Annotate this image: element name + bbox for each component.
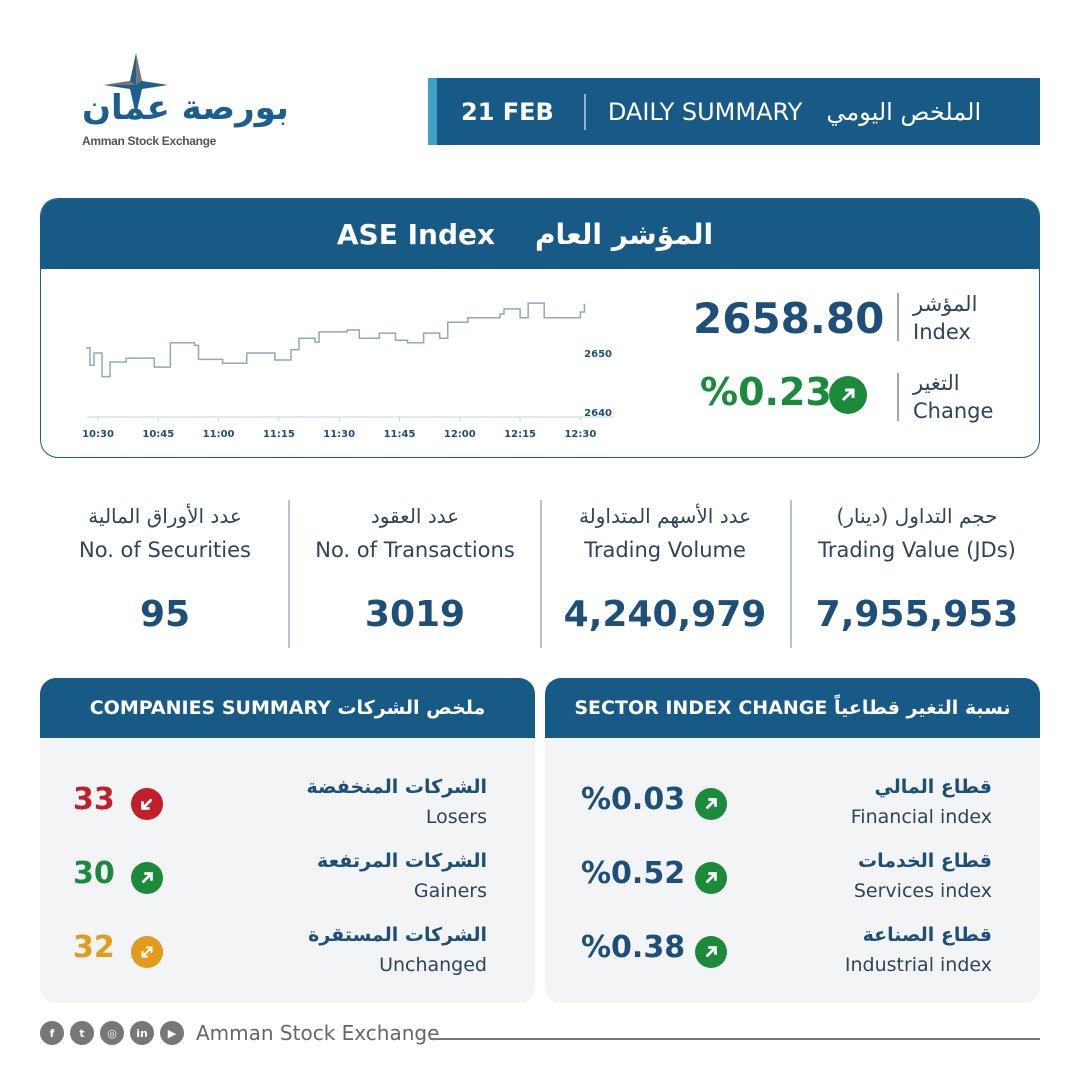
row-value: %0.52 [581, 856, 686, 891]
stat-label-ar: عدد الأوراق المالية [88, 504, 242, 528]
stat-label-en: No. of Securities [79, 538, 251, 562]
companies-summary-card: COMPANIES SUMMARY ملخص الشركات الشركات ا… [40, 678, 535, 1003]
arrows-both-icon [131, 936, 163, 968]
footer-text: Amman Stock Exchange [196, 1021, 440, 1045]
row-value: 33 [73, 782, 115, 817]
sector-index-card: SECTOR INDEX CHANGE نسبة التغير قطاعياً … [545, 678, 1040, 1003]
sectors-row: قطاع الصناعة Industrial index %0.38 [545, 924, 1040, 984]
stat-transactions: عدد العقود No. of Transactions 3019 [290, 500, 540, 648]
ase-title-ar: المؤشر العام [535, 217, 714, 251]
stat-label-ar: عدد الأسهم المتداولة [578, 504, 752, 528]
footer-line [430, 1038, 1040, 1040]
change-label-en: Change [913, 399, 994, 423]
x-tick-label: 12:15 [504, 429, 536, 440]
stat-label-ar: حجم التداول (دينار) [836, 504, 998, 528]
index-label-en: Index [913, 320, 971, 344]
row-label-ar: قطاع الخدمات [858, 850, 992, 872]
x-tick-label: 10:45 [142, 429, 174, 440]
facebook-icon[interactable]: f [40, 1021, 64, 1045]
logo-star-icon [104, 53, 168, 115]
linkedin-icon[interactable]: in [130, 1021, 154, 1045]
row-label-en: Services index [853, 880, 992, 902]
x-tick-label: 11:45 [384, 429, 416, 440]
companies-row: الشركات المرتفعة Gainers 30 [40, 850, 535, 910]
index-value: 2658.80 [693, 294, 885, 343]
x-tick-label: 10:30 [82, 429, 114, 440]
companies-summary-header: COMPANIES SUMMARY ملخص الشركات [40, 678, 535, 738]
stat-divider [288, 500, 290, 648]
sectors-row: قطاع الخدمات Services index %0.52 [545, 850, 1040, 910]
arrow-down-left-icon [131, 788, 163, 820]
row-value: %0.03 [581, 782, 686, 817]
index-label: المؤشر Index [913, 290, 977, 346]
index-intraday-chart: 10:30 10:45 11:00 11:15 11:30 11:45 12:00 12:15… [82, 302, 614, 440]
y-tick-label: 2640 [584, 408, 612, 419]
row-value: %0.38 [581, 930, 686, 965]
stat-divider [790, 500, 792, 648]
companies-row: الشركات المنخفضة Losers 33 [40, 776, 535, 836]
chart-line [85, 302, 586, 378]
banner-title-en: DAILY SUMMARY [607, 97, 803, 126]
stat-divider [540, 500, 542, 648]
row-label-en: Unchanged [379, 954, 487, 976]
ase-index-card: ASE Index المؤشر العام [40, 198, 1040, 458]
x-tick-label: 12:00 [444, 429, 476, 440]
ase-title-en: ASE Index [336, 217, 496, 251]
stat-label-ar: عدد العقود [370, 504, 460, 528]
arrow-up-right-icon [695, 862, 727, 894]
companies-row: الشركات المستقرة Unchanged 32 [40, 924, 535, 984]
stat-value: 3019 [364, 594, 466, 635]
x-tick-label: 11:30 [323, 429, 355, 440]
stat-label-en: Trading Volume [584, 538, 746, 562]
x-tick-label: 11:00 [203, 429, 235, 440]
banner-divider [583, 93, 586, 130]
row-value: 30 [73, 856, 115, 891]
arrow-up-right-icon [695, 788, 727, 820]
change-divider [897, 373, 899, 421]
banner-title-ar: الملخص اليومي [826, 97, 982, 126]
row-label-ar: قطاع المالي [874, 776, 992, 798]
change-label: التغير Change [913, 369, 993, 425]
y-tick-label: 2650 [584, 349, 612, 360]
stat-volume: عدد الأسهم المتداولة Trading Volume 4,240,… [540, 500, 790, 648]
ase-index-header: ASE Index المؤشر العام [41, 199, 1039, 269]
x-tick-label: 11:15 [263, 429, 295, 440]
arrow-up-right-icon [829, 376, 867, 414]
row-label-ar: الشركات المستقرة [308, 924, 487, 946]
logo-arabic: بورصة عمان [82, 88, 289, 128]
row-label-en: Gainers [413, 880, 487, 902]
footer: f t ◎ in ▶ Amman Stock Exchange [40, 1020, 439, 1046]
stat-label-en: Trading Value (JDs) [818, 538, 1016, 562]
row-label-en: Financial index [850, 806, 992, 828]
stat-value: 95 [139, 594, 191, 635]
sectors-row: قطاع المالي Financial index %0.03 [545, 776, 1040, 836]
twitter-icon[interactable]: t [70, 1021, 94, 1045]
sector-index-header: SECTOR INDEX CHANGE نسبة التغير قطاعياً [545, 678, 1040, 738]
row-label-ar: الشركات المرتفعة [317, 850, 487, 872]
change-label-ar: التغير [913, 371, 960, 395]
x-tick-label: 12:30 [564, 429, 596, 440]
row-label-ar: الشركات المنخفضة [306, 776, 487, 798]
stat-value: 7,955,953 [815, 594, 1019, 635]
row-value: 32 [73, 930, 115, 965]
instagram-icon[interactable]: ◎ [100, 1021, 124, 1045]
daily-summary-banner: 21 FEB DAILY SUMMARY الملخص اليومي [428, 78, 1040, 145]
logo-english: Amman Stock Exchange [82, 134, 217, 148]
index-divider [897, 293, 899, 341]
stat-securities: عدد الأوراق المالية No. of Securities 95 [40, 500, 290, 648]
row-label-en: Industrial index [844, 954, 992, 976]
change-value: %0.23 [700, 370, 832, 414]
row-label-ar: قطاع الصناعة [862, 924, 992, 946]
index-label-ar: المؤشر [913, 292, 978, 316]
stat-value: 4,240,979 [563, 594, 767, 635]
row-label-en: Losers [425, 806, 487, 828]
stat-label-en: No. of Transactions [315, 538, 515, 562]
banner-date: 21 FEB [461, 97, 554, 126]
arrow-up-right-icon [695, 936, 727, 968]
stat-value-jds: حجم التداول (دينار) Trading Value (JDs) 7,… [792, 500, 1042, 648]
youtube-icon[interactable]: ▶ [160, 1021, 184, 1045]
arrow-up-right-icon [131, 862, 163, 894]
